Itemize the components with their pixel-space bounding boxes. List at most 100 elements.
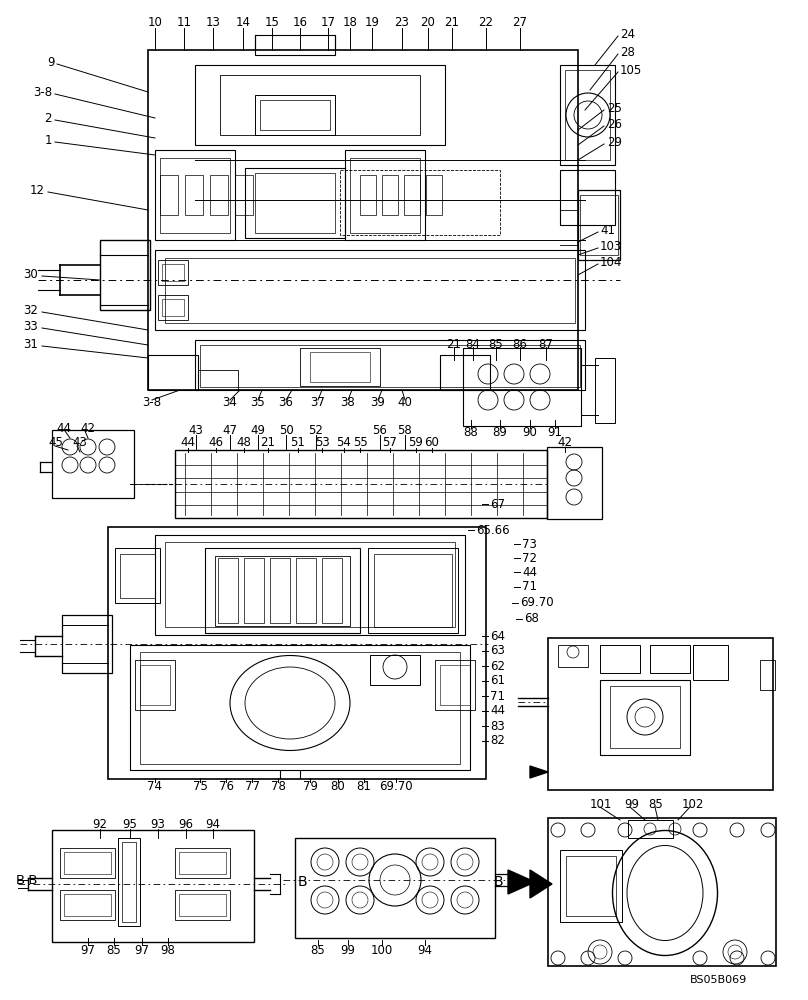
Text: 20: 20 [420,15,436,28]
Text: 21: 21 [447,338,461,351]
Text: 85: 85 [310,944,326,956]
Text: 85: 85 [489,338,503,351]
Text: 34: 34 [222,396,238,410]
Text: 48: 48 [237,436,251,450]
Text: 28: 28 [620,45,635,58]
Text: 85: 85 [648,798,663,810]
Text: B-B: B-B [15,874,38,886]
Text: 84: 84 [465,338,481,351]
Text: 97: 97 [134,944,149,956]
Text: 42: 42 [80,422,95,434]
Text: 52: 52 [309,424,323,436]
Text: 59: 59 [409,436,423,450]
Text: 47: 47 [222,424,238,436]
Text: 62: 62 [490,660,505,672]
Text: 41: 41 [600,224,615,236]
Text: B: B [493,875,503,889]
Text: 64: 64 [490,630,505,643]
Text: 11: 11 [176,15,191,28]
Text: 27: 27 [512,15,528,28]
Text: 89: 89 [493,426,507,438]
Text: 73: 73 [522,538,537,550]
Text: 44: 44 [56,422,71,434]
Text: 24: 24 [620,27,635,40]
Text: 26: 26 [607,117,622,130]
Text: 33: 33 [23,320,38,332]
Text: 25: 25 [607,102,622,114]
Text: 88: 88 [464,426,478,438]
Text: 97: 97 [81,944,95,956]
Text: 78: 78 [271,780,285,794]
Text: 15: 15 [264,15,280,28]
Text: 37: 37 [310,396,326,410]
Text: 10: 10 [148,15,162,28]
Text: 99: 99 [340,944,356,956]
Text: 19: 19 [364,15,380,28]
Text: 91: 91 [548,426,562,438]
Text: 101: 101 [590,798,612,810]
Text: B: B [297,875,307,889]
Text: 50: 50 [279,424,293,436]
Text: 74: 74 [148,780,162,794]
Text: 1: 1 [44,133,52,146]
Text: 93: 93 [150,818,166,832]
Text: 43: 43 [72,436,87,450]
Text: 3-8: 3-8 [33,86,52,99]
Text: 30: 30 [23,267,38,280]
Text: 94: 94 [418,944,432,956]
Text: 79: 79 [302,780,318,794]
Text: 100: 100 [371,944,393,956]
Text: 53: 53 [314,436,330,450]
Text: 56: 56 [372,424,388,436]
Text: 36: 36 [279,396,293,410]
Text: 45: 45 [48,436,63,450]
Text: 21: 21 [444,15,460,28]
Text: 42: 42 [558,436,573,450]
Text: 98: 98 [161,944,175,956]
Text: 51: 51 [291,436,305,450]
Text: 76: 76 [218,780,234,794]
Text: 32: 32 [23,304,38,316]
Text: 17: 17 [321,15,335,28]
Text: 3-8: 3-8 [142,396,162,410]
Text: 35: 35 [250,396,265,410]
Text: 72: 72 [522,552,537,564]
Text: 77: 77 [245,780,259,794]
Text: 94: 94 [205,818,221,832]
Text: 58: 58 [398,424,412,436]
Text: 99: 99 [624,798,639,810]
Text: 22: 22 [478,15,494,28]
Text: 80: 80 [330,780,345,794]
Text: 49: 49 [250,424,266,436]
Text: 44: 44 [522,566,537,578]
Text: 13: 13 [205,15,221,28]
Text: 46: 46 [208,436,224,450]
Text: 105: 105 [620,64,642,77]
Text: 38: 38 [341,396,356,410]
Polygon shape [530,870,552,898]
Text: 104: 104 [600,255,622,268]
Text: 63: 63 [490,645,505,658]
Text: 18: 18 [343,15,357,28]
Text: 40: 40 [398,396,412,410]
Text: 43: 43 [188,424,204,436]
Text: 75: 75 [192,780,208,794]
Text: 14: 14 [235,15,250,28]
Text: 2: 2 [44,111,52,124]
Text: 71: 71 [522,580,537,593]
Text: 82: 82 [490,734,505,748]
Text: 96: 96 [179,818,193,832]
Text: 54: 54 [337,436,351,450]
Text: 81: 81 [356,780,372,794]
Text: 69.70: 69.70 [520,596,553,609]
Text: 55: 55 [352,436,368,450]
Text: 57: 57 [382,436,398,450]
Text: 92: 92 [92,818,107,832]
Text: 23: 23 [394,15,410,28]
Polygon shape [508,870,535,894]
Text: 61: 61 [490,674,505,688]
Text: 90: 90 [523,426,537,438]
Text: 103: 103 [600,239,622,252]
Text: 69.70: 69.70 [379,780,413,794]
Text: 83: 83 [490,720,505,732]
